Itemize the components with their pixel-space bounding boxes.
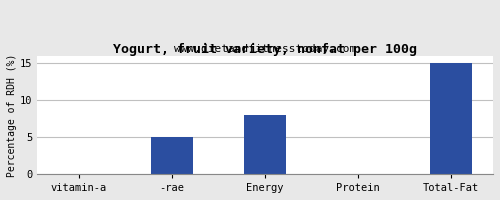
- Bar: [244, 115, 286, 174]
- Y-axis label: Percentage of RDH (%): Percentage of RDH (%): [7, 53, 17, 177]
- Text: www.dietandfitnesstoday.com: www.dietandfitnesstoday.com: [174, 44, 356, 54]
- Title: Yogurt, fruit variety, nonfat per 100g: Yogurt, fruit variety, nonfat per 100g: [113, 43, 417, 56]
- Bar: [430, 63, 472, 174]
- Bar: [151, 137, 193, 174]
